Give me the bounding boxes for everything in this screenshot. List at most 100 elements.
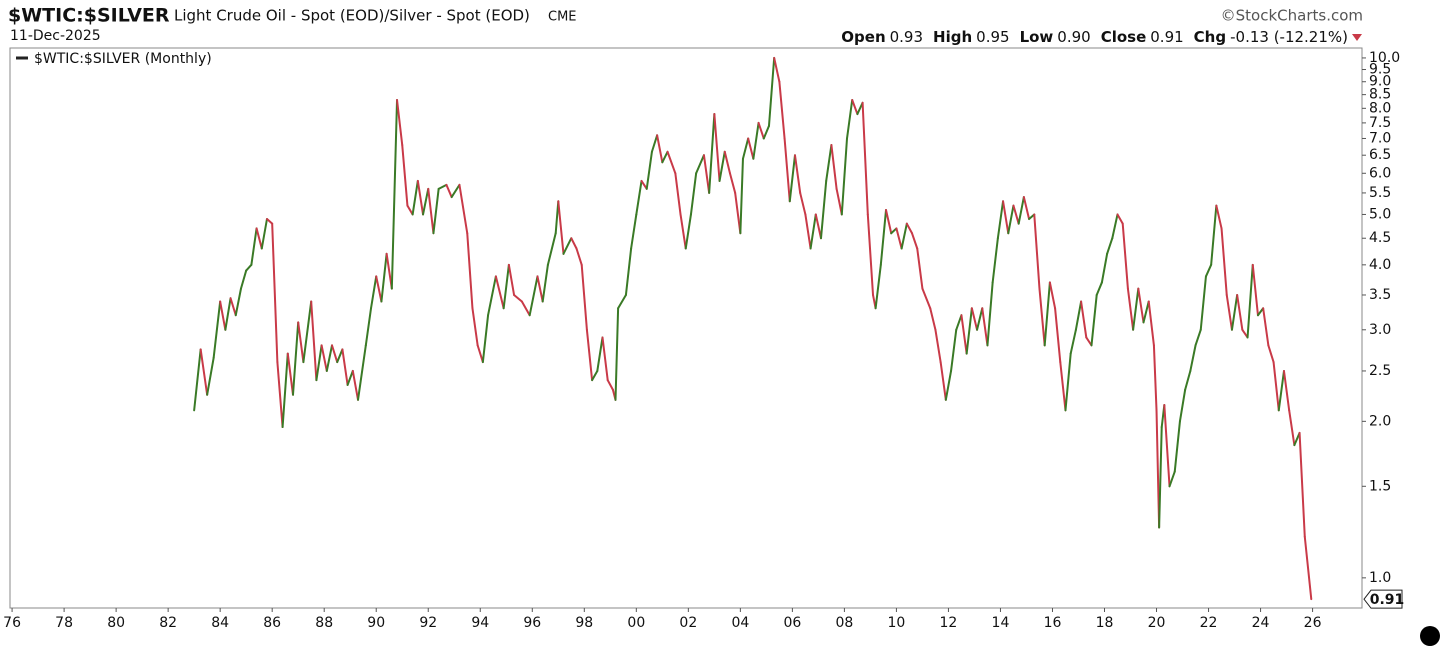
line-segment [1022,196,1031,221]
line-segment [1106,237,1114,255]
line-segment [325,344,334,372]
line-segment [965,307,973,355]
line-segment [939,361,947,401]
line-segment [684,213,692,250]
line-segment [635,179,643,216]
y-tick-label: 10.0 [1369,50,1400,66]
line-segment [1002,200,1010,235]
y-tick-label: 6.0 [1369,165,1391,181]
line-segment [1303,535,1313,601]
line-segment [986,281,994,347]
line-segment [437,183,448,190]
plot-frame [9,47,1363,609]
line-segment [674,172,682,216]
line-segment [1210,204,1218,266]
line-segment [331,344,339,364]
x-tick-label: 80 [107,615,125,631]
line-segment [617,293,627,310]
line-segment [281,352,289,429]
x-tick-label: 96 [523,615,541,631]
last-value-label: 0.91 [1370,592,1405,608]
line-segment [1262,307,1270,347]
x-tick-label: 02 [679,615,697,631]
line-segment [747,137,755,160]
line-segment [380,252,388,303]
line-segment [528,275,539,317]
line-segment [799,191,807,216]
line-segment [271,222,279,364]
line-segment [591,369,599,382]
x-tick-label: 24 [1252,615,1270,631]
line-segment [260,218,268,250]
line-segment [1116,213,1124,225]
line-segment [502,263,510,310]
legend-entry: $WTIC:$SILVER (Monthly) [34,51,212,67]
line-segment [445,183,453,199]
line-segment [695,154,705,175]
line-segment [390,99,399,290]
corner-dot [1420,626,1440,646]
y-tick-label: 9.5 [1369,62,1391,78]
line-segment [1199,275,1207,331]
line-segment [346,369,354,386]
line-segment [199,348,209,396]
line-segment [970,307,979,331]
x-tick-label: 18 [1096,615,1114,631]
x-tick-label: 76 [3,615,21,631]
x-tick-label: 14 [992,615,1010,631]
line-segment [364,307,373,347]
line-segment [546,232,557,266]
line-segment [536,275,544,303]
line-segment [809,213,817,250]
line-segment [890,227,898,235]
line-segment [1225,293,1233,331]
line-segment [596,336,604,372]
line-segment [976,307,984,331]
line-segment [1142,300,1150,324]
quote-value: 0.91 [1150,28,1183,46]
x-tick-label: 08 [835,615,853,631]
line-segment [879,208,888,266]
quote-label: High [933,28,972,46]
line-segment [1054,307,1062,364]
x-tick-label: 84 [211,615,229,631]
quote-value: 0.90 [1057,28,1090,46]
line-segment [487,275,497,317]
line-segment [981,307,989,347]
line-segment [713,113,721,182]
line-segment [1267,344,1275,364]
line-segment [310,300,318,382]
line-segment [422,187,430,216]
line-segment [752,121,760,160]
line-segment [401,144,409,207]
line-segment [708,113,716,194]
quote-label: Close [1101,28,1147,46]
line-segment [895,227,903,250]
line-segment [481,314,490,364]
line-segment [955,314,963,331]
line-segment [1147,300,1155,347]
x-tick-label: 00 [627,615,645,631]
line-segment [1168,470,1176,488]
line-segment [1152,344,1158,412]
line-segment [630,213,638,250]
line-segment [656,134,664,164]
y-tick-label: 2.5 [1369,363,1391,379]
line-segment [950,328,958,372]
x-tick-label: 06 [783,615,801,631]
line-segment [1137,287,1145,324]
line-segment [773,56,781,83]
line-segment [1288,409,1296,447]
line-segment [476,344,484,364]
line-segment [861,101,869,216]
line-segment [1272,361,1280,412]
legend-label: $WTIC:$SILVER (Monthly) [34,51,212,67]
y-tick-label: 7.0 [1369,130,1391,146]
line-segment [297,321,305,364]
line-segment [1220,227,1228,296]
down-arrow [1352,34,1362,41]
line-segment [835,187,843,216]
line-segment [1163,404,1171,488]
line-segment [1090,293,1098,347]
